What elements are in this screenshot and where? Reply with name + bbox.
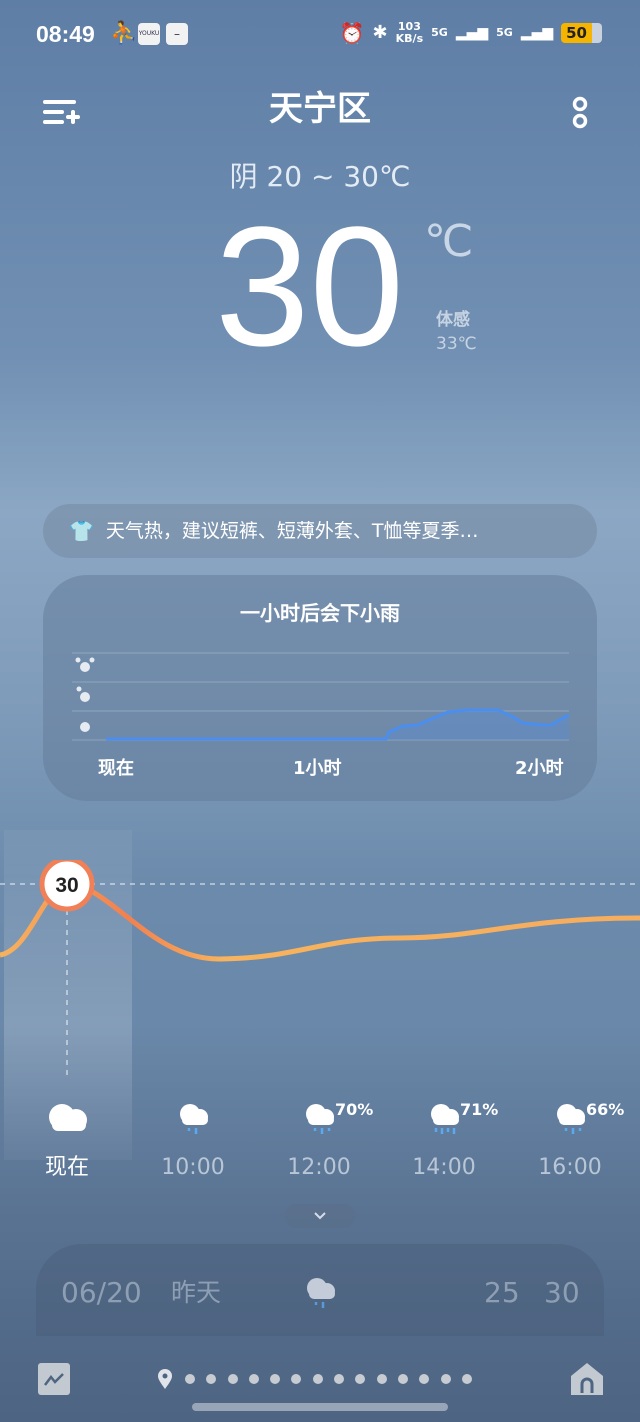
signal-icon: ▂▄▆	[455, 25, 489, 41]
home-icon[interactable]	[570, 1362, 604, 1396]
page-dot[interactable]	[185, 1374, 195, 1384]
bluetooth-icon: ✱	[372, 22, 388, 43]
status-bar: 08:49 ⛹ YOUKU – ⏰ ✱ 103 KB/s 5G ▂▄▆ 5G ▂▄▆ …	[0, 18, 640, 50]
temp-curve-line	[0, 881, 640, 962]
daily-day: 昨天	[171, 1278, 222, 1307]
trend-chart-icon	[44, 1373, 64, 1386]
location-pin-icon[interactable]	[157, 1368, 173, 1390]
hourly-item[interactable]: 71% 14:00	[394, 1100, 498, 1182]
tip-text: 天气热，建议短裤、短薄外套、T恤等夏季…	[105, 520, 479, 542]
page-dot[interactable]	[249, 1374, 259, 1384]
hour-label: 14:00	[412, 1155, 476, 1180]
daily-row[interactable]: 06/20 昨天 25 30	[36, 1244, 604, 1336]
hour-label: 10:00	[161, 1155, 225, 1180]
hour-label: 12:00	[287, 1155, 351, 1180]
city-title: 天宁区	[269, 89, 371, 129]
page-dot[interactable]	[270, 1374, 280, 1384]
page-dot[interactable]	[206, 1374, 216, 1384]
current-temp-marker	[39, 860, 95, 912]
page-dot[interactable]	[291, 1374, 301, 1384]
precip-line	[106, 708, 570, 741]
app-icon: –	[166, 23, 188, 45]
hour-label: 现在	[44, 1155, 89, 1180]
moderate-rain-drop-icon	[80, 692, 90, 702]
page-dot[interactable]	[228, 1374, 238, 1384]
youku-icon: YOUKU	[138, 23, 160, 45]
signal-icon: ▂▄▆	[520, 25, 554, 41]
feels-like: 体感 33℃	[436, 310, 477, 354]
hourly-item[interactable]: 66% 16:00	[520, 1100, 624, 1182]
trend-button[interactable]	[38, 1363, 70, 1395]
page-dot[interactable]	[398, 1374, 408, 1384]
net-speed: 103 KB/s	[395, 20, 424, 45]
signal-1: 5G	[431, 26, 448, 39]
precip-probability: 66%	[586, 1100, 625, 1119]
temp-unit: ℃	[424, 216, 474, 267]
cloudy-icon	[49, 1104, 87, 1131]
hourly-item[interactable]: 现在	[17, 1100, 117, 1182]
alarm-icon: ⏰	[339, 21, 365, 45]
temp-curve-chart: 30	[0, 860, 640, 1080]
precip-card[interactable]: 一小时后会下小雨 现在 1小时 2小时	[43, 575, 597, 801]
daily-high: 30	[544, 1276, 580, 1309]
expand-button[interactable]	[285, 1204, 355, 1228]
page-dot[interactable]	[462, 1374, 472, 1384]
precip-probability: 70%	[335, 1100, 374, 1119]
more-options-icon[interactable]	[569, 96, 591, 130]
page-dot[interactable]	[377, 1374, 387, 1384]
hour-label: 16:00	[538, 1155, 602, 1180]
signal-2: 5G	[496, 26, 513, 39]
current-temp-marker-label: 30	[55, 874, 78, 897]
moderate-rain-icon	[431, 1104, 459, 1134]
precip-label-now: 现在	[98, 758, 134, 779]
precip-chart	[72, 652, 570, 741]
condition-range: 阴 20 ~ 30℃	[229, 160, 411, 193]
person-icon: ⛹	[110, 21, 138, 46]
precip-probability: 71%	[460, 1100, 499, 1119]
clothing-tip[interactable]: 👕 天气热，建议短裤、短薄外套、T恤等夏季…	[43, 504, 597, 558]
chevron-down-icon	[314, 1212, 326, 1220]
daily-low: 25	[484, 1276, 520, 1309]
precip-title: 一小时后会下小雨	[240, 601, 400, 625]
home-indicator[interactable]	[192, 1403, 448, 1411]
heavy-rain-drop-icon	[80, 662, 90, 672]
light-rain-drop-icon	[80, 722, 90, 732]
status-right: ⏰ ✱ 103 KB/s 5G ▂▄▆ 5G ▂▄▆ 50	[340, 21, 602, 45]
tshirt-icon: 👕	[69, 519, 94, 543]
current-temp: 30	[215, 192, 405, 382]
precip-area	[386, 710, 569, 740]
battery: 50	[561, 23, 602, 43]
light-rain-icon	[180, 1104, 208, 1134]
precip-label-2h: 2小时	[515, 758, 564, 779]
light-rain-icon	[306, 1104, 334, 1134]
hourly-item[interactable]: 10:00	[143, 1100, 243, 1182]
page-dot[interactable]	[334, 1374, 344, 1384]
hourly-item[interactable]: 70% 12:00	[269, 1100, 373, 1182]
page-dot[interactable]	[441, 1374, 451, 1384]
clock: 08:49	[36, 21, 95, 47]
light-rain-icon	[557, 1104, 585, 1134]
daily-date: 06/20	[61, 1276, 142, 1309]
light-rain-icon	[307, 1278, 335, 1308]
precip-label-1h: 1小时	[293, 758, 342, 779]
page-dot[interactable]	[313, 1374, 323, 1384]
page-dot[interactable]	[419, 1374, 429, 1384]
page-dot[interactable]	[355, 1374, 365, 1384]
manage-cities-icon[interactable]	[42, 98, 80, 126]
